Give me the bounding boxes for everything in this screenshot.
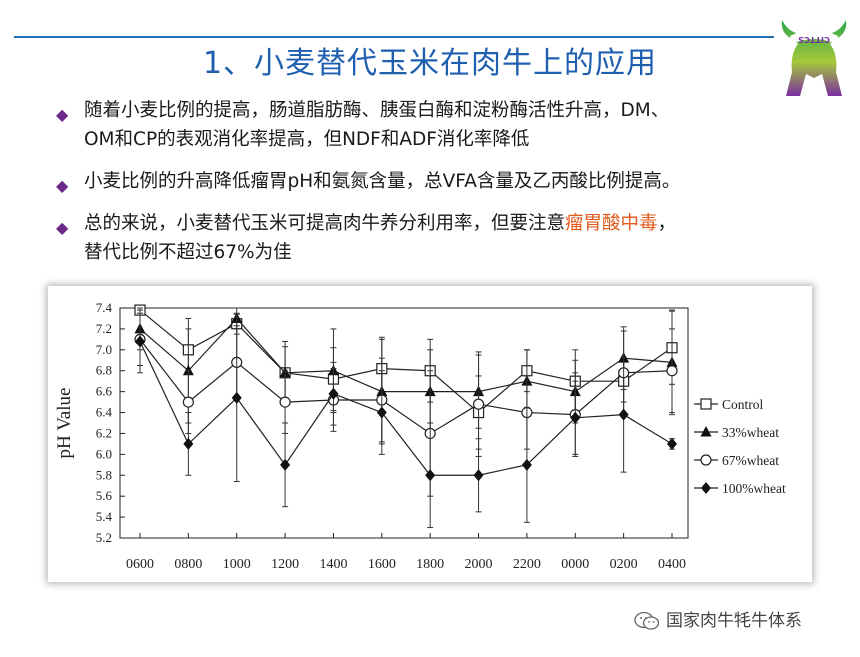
- svg-text:CITTCS: CITTCS: [798, 35, 830, 44]
- bullet-text-2: 小麦比例的升高降低瘤胃pH和氨氮含量，总VFA含量及乙丙酸比例提高。: [84, 171, 681, 192]
- highlight-rumen-acidosis: 瘤胃酸中毒: [565, 213, 658, 234]
- cittcs-logo: CITTCS: [781, 20, 847, 96]
- y-tick-label: 6.6: [96, 384, 113, 399]
- chart-frame: 5.2 5.4 5.6 5.8 6.0 6.2 6.4 6.6 6.8 7.0 7.2 7.4 0600…: [48, 286, 812, 582]
- x-tick-label: 0200: [610, 557, 638, 572]
- data-point-series-3: [425, 469, 436, 482]
- bullet-text-1-line2: OM和CP的表观消化率提高，但NDF和ADF消化率降低: [84, 129, 530, 150]
- y-tick-label: 5.4: [96, 509, 113, 524]
- x-tick-label: 1200: [271, 557, 299, 572]
- y-tick-label: 7.4: [96, 300, 113, 315]
- data-point-series-3: [376, 406, 387, 419]
- y-tick-label: 7.2: [96, 321, 112, 336]
- y-tick-label: 6.8: [96, 363, 112, 378]
- legend-marker: [700, 398, 712, 410]
- data-point-series-3: [667, 437, 677, 450]
- legend-marker: [701, 482, 711, 494]
- data-point-series-2: [666, 365, 678, 377]
- y-tick-label: 6.0: [96, 446, 112, 461]
- x-tick-label: 1600: [368, 557, 396, 572]
- x-tick-label: 0800: [174, 557, 202, 572]
- y-tick-label: 7.0: [96, 342, 112, 357]
- data-point-series-3: [570, 411, 581, 424]
- data-point-series-3: [618, 408, 629, 421]
- legend-label: 100%wheat: [722, 481, 786, 496]
- data-point-series-2: [472, 398, 485, 410]
- bullet-text-3-prefix: 总的来说，小麦替代玉米可提高肉牛养分利用率，但要注意: [84, 213, 566, 234]
- y-tick-label: 5.6: [96, 488, 113, 503]
- y-tick-label: 5.2: [96, 530, 112, 545]
- data-point-series-3: [135, 335, 145, 348]
- legend-label: 33%wheat: [722, 425, 779, 440]
- data-point-series-3: [473, 469, 484, 482]
- x-tick-label: 0400: [658, 557, 686, 572]
- legend-marker: [700, 426, 712, 437]
- bullet-list: ◆ 随着小麦比例的提高，肠道脂肪酶、胰蛋白酶和淀粉酶活性升高，DM、 OM和CP…: [50, 96, 820, 280]
- footer-text: 国家肉牛牦牛体系: [666, 611, 802, 631]
- x-tick-label: 0600: [126, 557, 154, 572]
- slide-title: 1、小麦替代玉米在肉牛上的应用: [202, 46, 658, 81]
- bullet-item-3: ◆ 总的来说，小麦替代玉米可提高肉牛养分利用率，但要注意瘤胃酸中毒， 替代比例不…: [50, 209, 820, 267]
- title-rule: [14, 36, 774, 38]
- bullet-text-3-suffix: ，: [657, 213, 677, 234]
- data-point-series-1: [182, 364, 194, 376]
- diamond-bullet-icon: ◆: [56, 105, 69, 124]
- ph-line-chart: 5.2 5.4 5.6 5.8 6.0 6.2 6.4 6.6 6.8 7.0 7.2 7.4 0600…: [54, 300, 786, 572]
- x-tick-label: 1000: [223, 557, 251, 572]
- footer-source: 国家肉牛牦牛体系: [634, 606, 802, 631]
- legend-marker: [700, 454, 712, 466]
- plot-area-border: [119, 307, 689, 539]
- diamond-bullet-icon: ◆: [56, 176, 69, 195]
- bullet-text-3-line2: 替代比例不超过67%为佳: [84, 242, 292, 263]
- data-point-series-3: [328, 387, 339, 400]
- bullet-text-1-line1: 随着小麦比例的提高，肠道脂肪酶、胰蛋白酶和淀粉酶活性升高，DM、: [84, 100, 670, 121]
- wechat-icon: [634, 611, 660, 630]
- data-point-series-3: [183, 437, 194, 450]
- x-tick-label: 2000: [465, 557, 493, 572]
- data-point-series-2: [279, 396, 291, 408]
- series-line-3: [139, 341, 673, 476]
- x-tick-label: 1400: [319, 557, 347, 572]
- data-point-series-3: [280, 458, 291, 471]
- data-point-series-3: [231, 391, 242, 404]
- legend-label: 67%wheat: [722, 453, 779, 468]
- y-tick-label: 6.4: [96, 405, 113, 420]
- bullet-item-2: ◆ 小麦比例的升高降低瘤胃pH和氨氮含量，总VFA含量及乙丙酸比例提高。: [50, 167, 820, 196]
- y-tick-label: 6.2: [96, 425, 112, 440]
- series-line-2: [139, 338, 673, 435]
- x-tick-label: 1800: [416, 557, 444, 572]
- diamond-bullet-icon: ◆: [56, 218, 69, 237]
- x-tick-label: 0000: [561, 557, 589, 572]
- series-line-1: [139, 317, 673, 393]
- x-tick-label: 2200: [513, 557, 541, 572]
- bullet-item-1: ◆ 随着小麦比例的提高，肠道脂肪酶、胰蛋白酶和淀粉酶活性升高，DM、 OM和CP…: [50, 96, 820, 154]
- series-line-0: [139, 309, 673, 414]
- y-tick-label: 5.8: [96, 467, 112, 482]
- y-axis-label: pH Value: [54, 388, 75, 459]
- legend-label: Control: [722, 397, 764, 412]
- data-point-series-3: [521, 458, 532, 471]
- data-point-series-2: [182, 396, 194, 408]
